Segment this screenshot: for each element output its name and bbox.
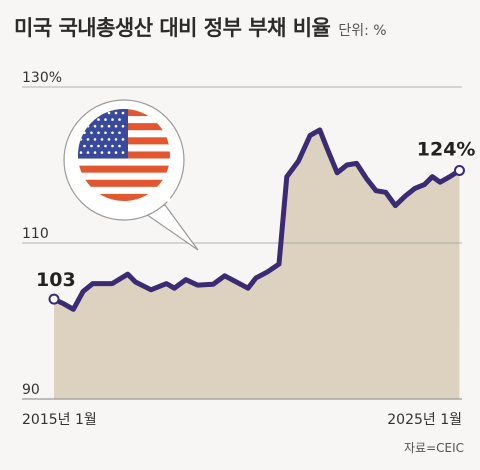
flag-stripe [78, 158, 170, 166]
flag-stripe [78, 172, 170, 181]
us-flag-bubble [63, 99, 199, 251]
flag-stripe [78, 179, 170, 188]
flag-star [104, 144, 107, 148]
end-value-label: 124% [417, 138, 476, 160]
flag-star [104, 118, 107, 121]
chart-header: 미국 국내총생산 대비 정부 부채 비율 단위: % [14, 12, 387, 42]
bubble-tail-join [149, 194, 171, 202]
flag-star [104, 131, 107, 135]
flag-star [97, 118, 100, 121]
flag-star [121, 138, 125, 141]
flag-star [100, 151, 104, 154]
source-note: 자료=CEIC [403, 441, 464, 455]
flag-stripe [78, 193, 170, 201]
flag-star [90, 131, 93, 135]
flag-star [79, 111, 83, 115]
flag-stripe [78, 165, 170, 173]
x-tick-label: 2015년 1월 [22, 412, 97, 428]
flag-star [83, 144, 86, 148]
flag-star [97, 144, 100, 148]
flag-star [107, 124, 111, 128]
flag-star [90, 144, 93, 148]
flag-star [97, 131, 100, 135]
flag-stripe [78, 186, 170, 195]
flag-star [114, 151, 118, 154]
area-fill [54, 129, 460, 399]
debt-ratio-line [51, 127, 462, 312]
flag-star [111, 131, 114, 135]
flag-star [121, 151, 125, 154]
flag-star [114, 124, 118, 128]
flag-star [79, 151, 83, 154]
start-marker [48, 293, 60, 305]
flag-star [118, 131, 121, 135]
y-tick-label: 110 [22, 226, 49, 242]
y-tick-label: 130% [22, 70, 62, 86]
flag-star [100, 124, 104, 128]
flag-star [114, 138, 118, 141]
flag-star [107, 111, 111, 115]
flag-star [107, 138, 111, 141]
flag-star [118, 118, 121, 121]
flag-star [111, 118, 114, 121]
x-tick-label: 2025년 1월 [387, 412, 462, 428]
start-value-label: 103 [36, 269, 76, 291]
flag-star [114, 111, 118, 115]
flag-star [111, 144, 114, 148]
flag-star [93, 138, 97, 141]
flag-star [118, 144, 121, 148]
unit-label: 단위: % [338, 23, 387, 39]
flag-star [121, 111, 125, 115]
y-tick-label: 90 [22, 382, 40, 398]
flag-star [86, 151, 90, 154]
flag-star [121, 124, 125, 128]
flag-star [100, 138, 104, 141]
flag-star [107, 151, 111, 154]
flag-star [86, 138, 90, 141]
end-marker [453, 164, 465, 176]
flag-star [93, 124, 97, 128]
flag-star [93, 151, 97, 154]
chart-title: 미국 국내총생산 대비 정부 부채 비율 [14, 16, 331, 40]
